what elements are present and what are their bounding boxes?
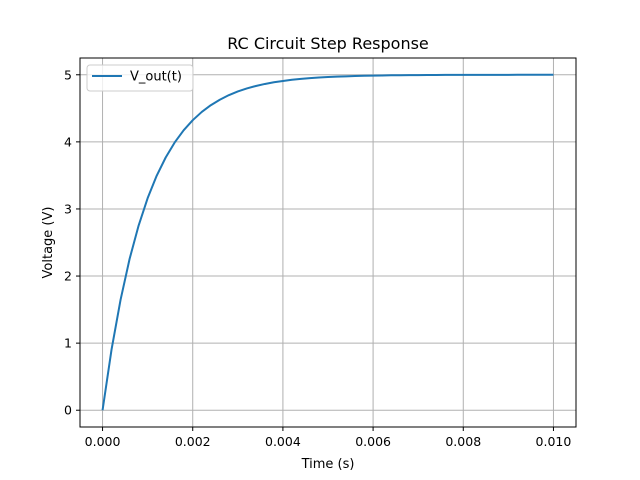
x-tick-label: 0.006 (355, 434, 391, 449)
y-tick-label: 5 (64, 67, 72, 82)
x-tick-label: 0.010 (536, 434, 572, 449)
y-tick-label: 3 (64, 201, 72, 216)
grid-layer (80, 58, 576, 427)
series-layer (101, 73, 554, 411)
y-axis-label: Voltage (V) (41, 207, 56, 279)
y-tick-label: 4 (64, 134, 72, 149)
x-tick-label: 0.008 (445, 434, 481, 449)
plot-frame (79, 57, 577, 428)
y-tick-label: 2 (64, 269, 72, 284)
legend-box (86, 64, 194, 92)
x-tick-label: 0.004 (265, 434, 301, 449)
legend-label: V_out(t) (130, 70, 182, 85)
x-tick-label: 0.002 (175, 434, 211, 449)
series-line-vout (101, 73, 554, 411)
y-tick-label: 1 (64, 336, 72, 351)
y-tick-label: 0 (64, 403, 72, 418)
plot-area (80, 58, 576, 427)
tick-layer: 0.000 0.002 0.004 0.006 0.008 0.010 0 1 2 3 4 5 (64, 67, 571, 449)
chart-title: RC Circuit Step Response (227, 34, 429, 53)
x-axis-label: Time (s) (301, 457, 355, 472)
legend: V_out(t) (86, 64, 194, 92)
x-tick-label: 0.000 (85, 434, 121, 449)
